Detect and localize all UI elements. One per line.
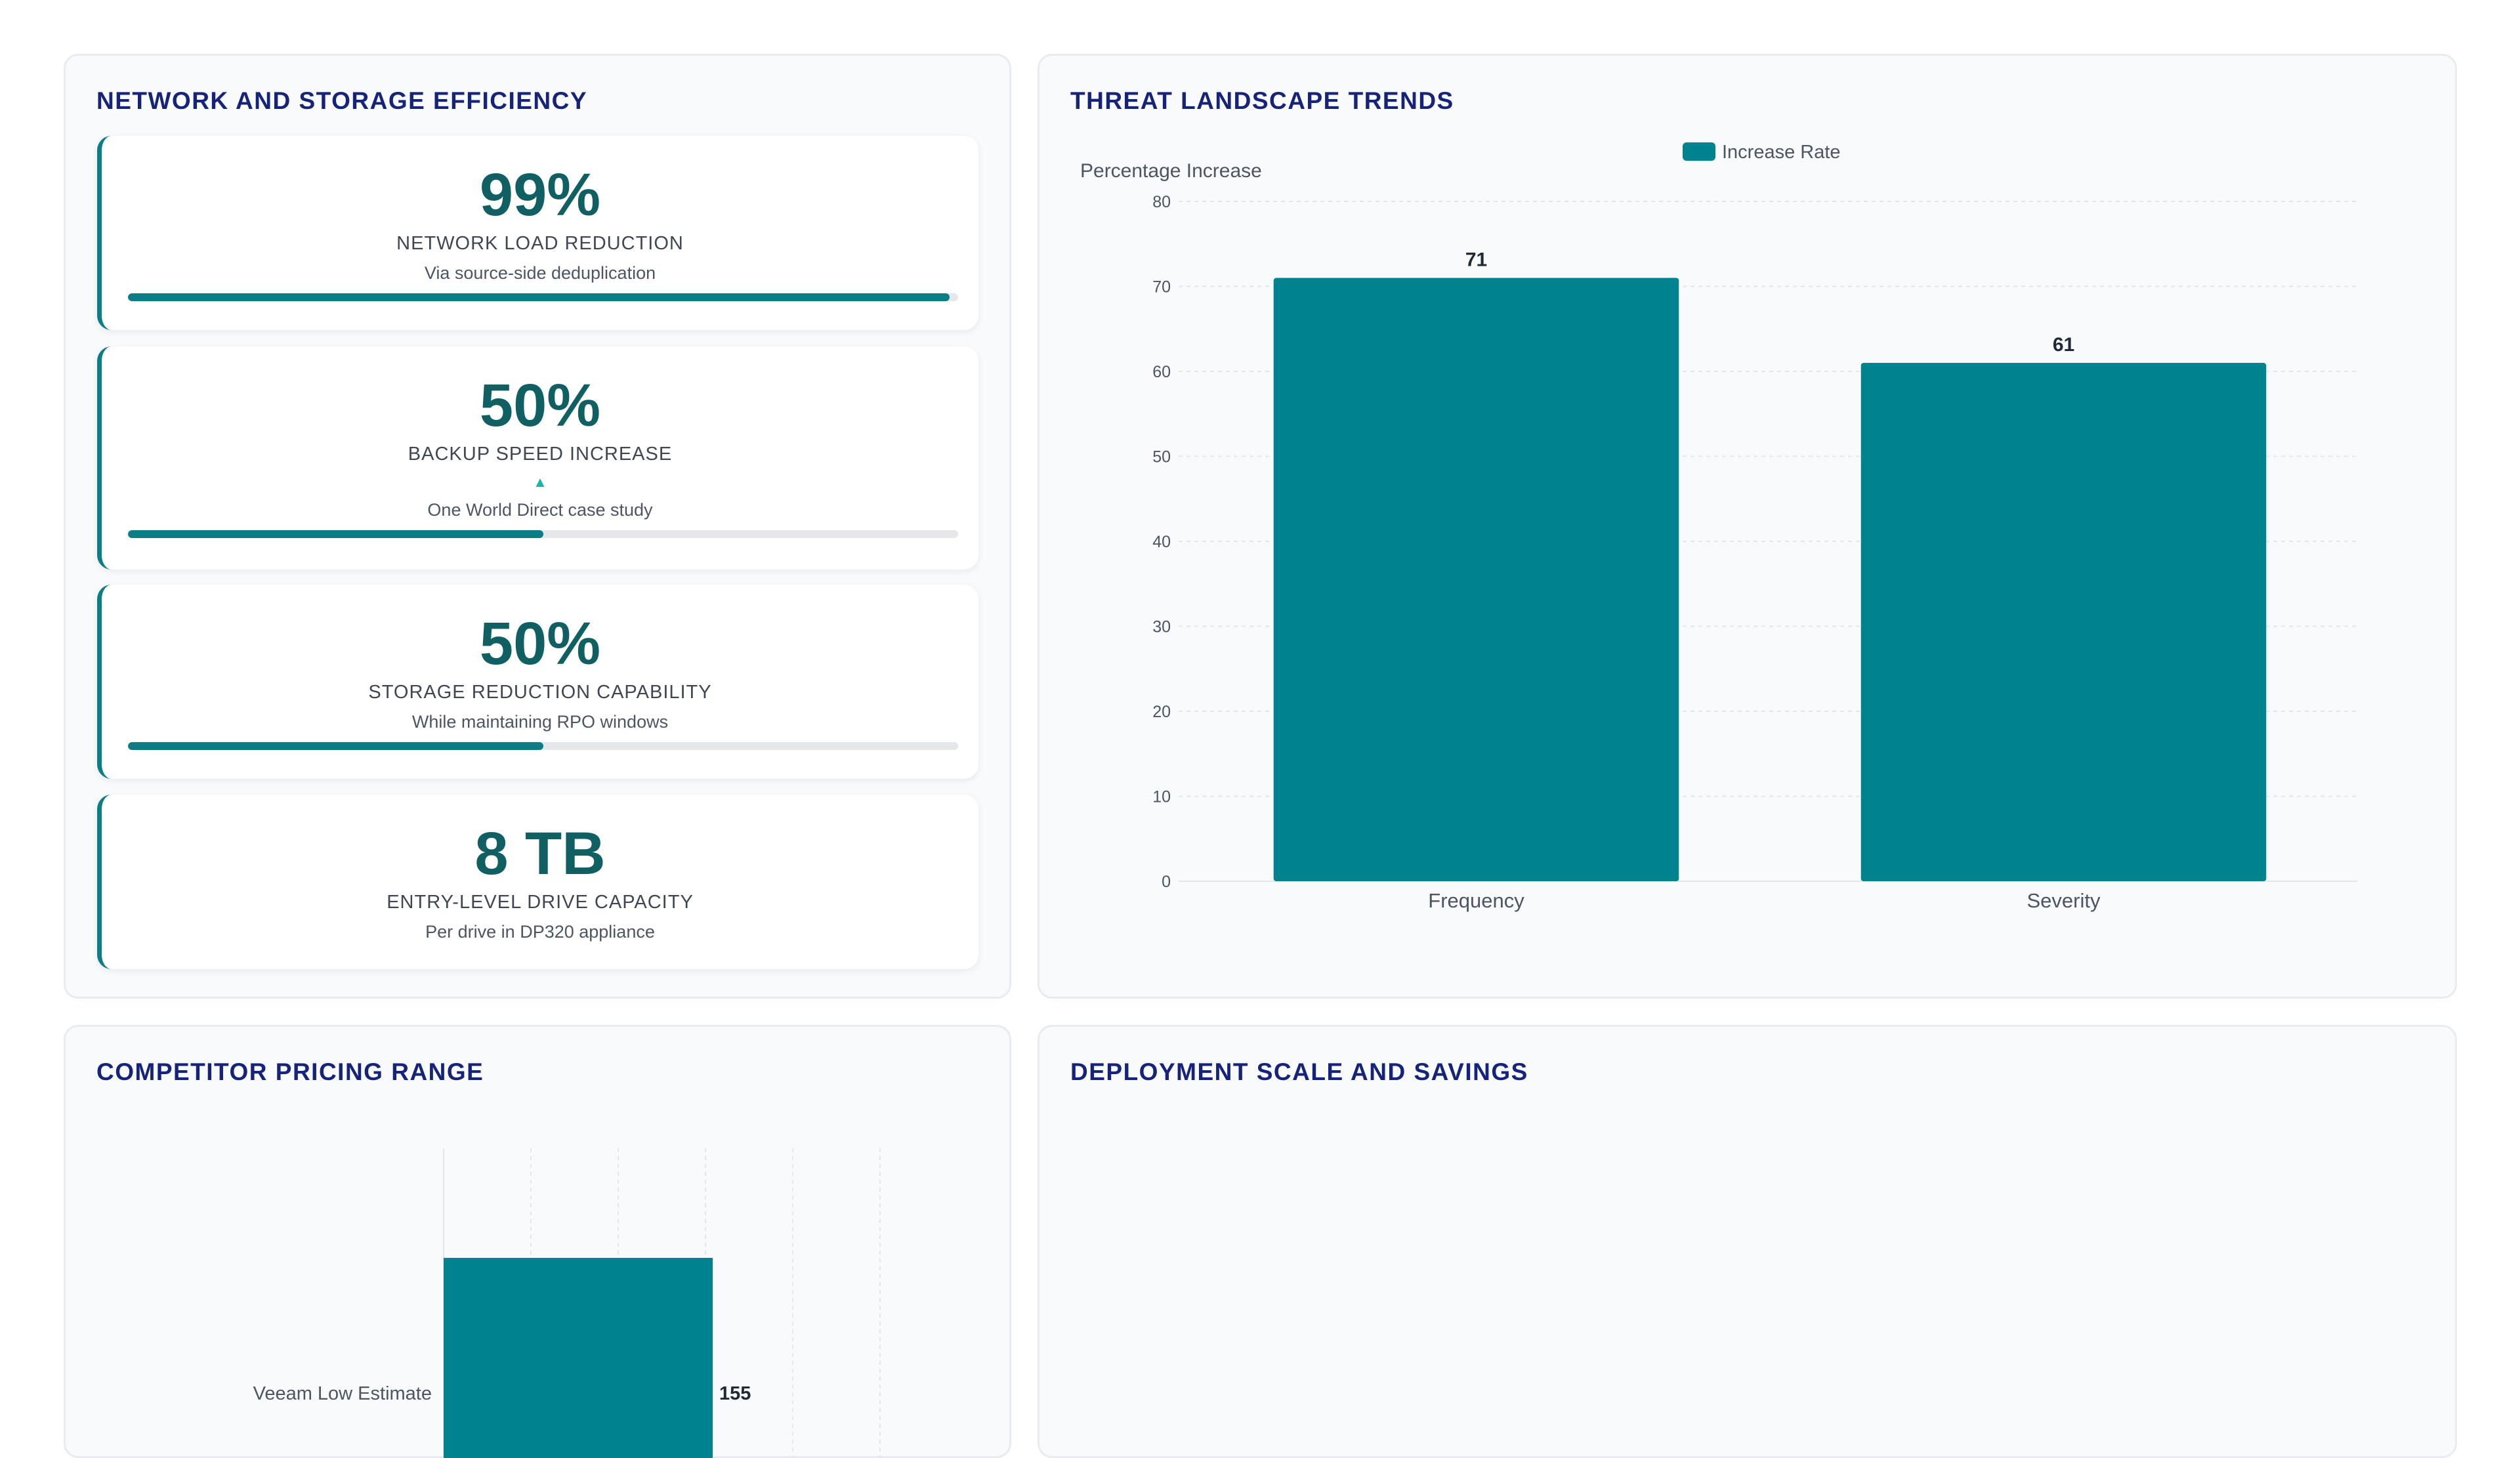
metric-value: 99% [479,161,601,228]
metric-value: 50% [479,372,601,439]
threat-panel-title: THREAT LANDSCAPE TRENDS [1070,87,1454,114]
metric-value: 8 TB [474,820,606,887]
y-tick-label: 10 [1152,788,1171,806]
deployment-panel-title: DEPLOYMENT SCALE AND SAVINGS [1070,1058,1528,1085]
bar [444,1258,713,1458]
metric-label: STORAGE REDUCTION CAPABILITY [368,682,712,703]
y-tick-label: 20 [1152,703,1171,721]
metric-progress-fill [128,742,543,750]
y-axis-label: Percentage Increase [1080,160,1262,182]
y-tick-label: 60 [1152,363,1171,381]
y-tick-label: 70 [1152,278,1171,297]
y-tick-label: 80 [1152,193,1171,211]
y-tick-label: 30 [1152,618,1171,636]
metric-card-network-load: 99% NETWORK LOAD REDUCTION Via source-si… [97,136,978,330]
efficiency-panel: NETWORK AND STORAGE EFFICIENCY 99% NETWO… [64,54,1011,999]
metric-value: 50% [479,610,601,677]
metric-subtitle: Via source-side deduplication [424,263,656,283]
y-tick-label: 50 [1152,448,1171,467]
pricing-bar-chart: Veeam Low Estimate 155 [253,1148,881,1458]
bar-value-label: 61 [2053,334,2074,356]
metric-label: BACKUP SPEED INCREASE [408,444,673,465]
pricing-panel: COMPETITOR PRICING RANGE Veeam Low Estim… [64,1025,1011,1458]
legend-swatch [1683,142,1715,161]
bar-value-label: 71 [1465,249,1487,271]
metric-card-backup-speed: 50% BACKUP SPEED INCREASE ▲ One World Di… [97,346,978,570]
y-tick-label: 0 [1162,873,1171,891]
x-tick-label: Severity [2027,889,2101,912]
x-tick-label: Frequency [1428,889,1524,912]
threat-panel: THREAT LANDSCAPE TRENDS 0 10 20 30 40 50 60 70 8… [1038,54,2457,999]
metric-progress-track [128,742,958,750]
metric-progress-track [128,293,958,301]
bar [1273,278,1679,881]
legend-label: Increase Rate [1722,142,1841,163]
metric-progress-fill [128,530,543,538]
metric-progress-fill [128,293,950,301]
metric-subtitle: One World Direct case study [427,500,653,520]
efficiency-panel-title: NETWORK AND STORAGE EFFICIENCY [96,87,588,114]
metric-card-storage-reduction: 50% STORAGE REDUCTION CAPABILITY While m… [97,585,978,779]
metric-subtitle: While maintaining RPO windows [411,712,669,732]
metric-card-drive-capacity: 8 TB ENTRY-LEVEL DRIVE CAPACITY Per driv… [97,795,978,969]
deployment-panel: DEPLOYMENT SCALE AND SAVINGS [1038,1025,2457,1458]
bar [1860,363,2267,881]
metric-label: ENTRY-LEVEL DRIVE CAPACITY [387,892,694,913]
metric-label: NETWORK LOAD REDUCTION [396,233,684,254]
threat-bar-chart: 0 10 20 30 40 50 60 70 80 Percentage Increase Incr… [1080,142,2357,912]
y-tick-label: 40 [1152,533,1171,551]
trend-up-arrow-icon: ▲ [533,474,547,490]
metric-subtitle: Per drive in DP320 appliance [425,922,655,942]
bar-value-label: 155 [719,1383,751,1404]
metric-progress-track [128,530,958,538]
pricing-panel-title: COMPETITOR PRICING RANGE [96,1058,484,1085]
y-tick-label: Veeam Low Estimate [253,1383,432,1404]
